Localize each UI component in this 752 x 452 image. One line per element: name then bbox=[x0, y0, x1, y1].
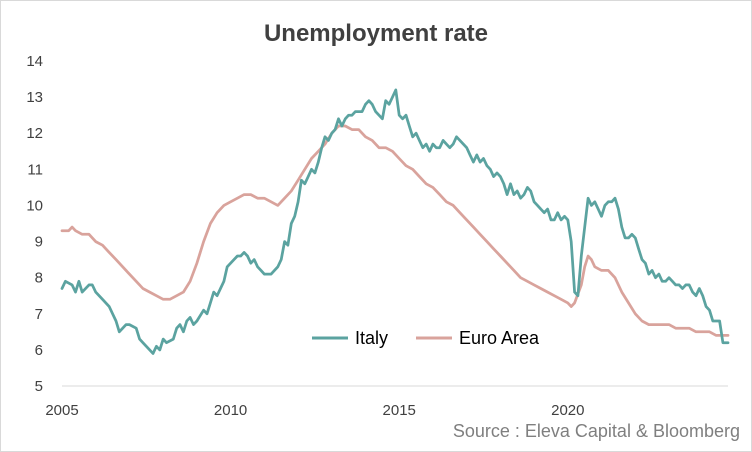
y-tick-label: 5 bbox=[35, 378, 43, 395]
legend-label-euro-area: Euro Area bbox=[459, 328, 540, 348]
series-line-euro-area bbox=[60, 124, 730, 337]
x-tick-label: 2020 bbox=[551, 402, 584, 419]
y-tick-label: 10 bbox=[26, 197, 43, 214]
y-tick-label: 7 bbox=[35, 306, 43, 323]
x-tick-label: 2015 bbox=[383, 402, 416, 419]
series-line-italy bbox=[60, 88, 730, 355]
y-tick-label: 8 bbox=[35, 270, 43, 287]
x-tick-label: 2005 bbox=[45, 402, 78, 419]
y-tick-label: 14 bbox=[26, 53, 43, 70]
source-note: Source : Eleva Capital & Bloomberg bbox=[452, 421, 740, 441]
chart-title: Unemployment rate bbox=[263, 20, 489, 47]
y-tick-label: 13 bbox=[26, 89, 43, 106]
y-tick-label: 6 bbox=[35, 342, 43, 359]
axes: 5 6 7 8 9 10 11 12 13 14 2005 2010 2015 2020 bbox=[26, 53, 728, 419]
x-tick-label: 2010 bbox=[214, 402, 247, 419]
series-layer bbox=[60, 88, 730, 355]
y-tick-label: 9 bbox=[35, 234, 43, 251]
legend: Italy Euro Area bbox=[312, 328, 540, 348]
y-tick-label: 11 bbox=[27, 161, 43, 178]
legend-label-italy: Italy bbox=[355, 328, 388, 348]
y-tick-label: 12 bbox=[26, 125, 43, 142]
